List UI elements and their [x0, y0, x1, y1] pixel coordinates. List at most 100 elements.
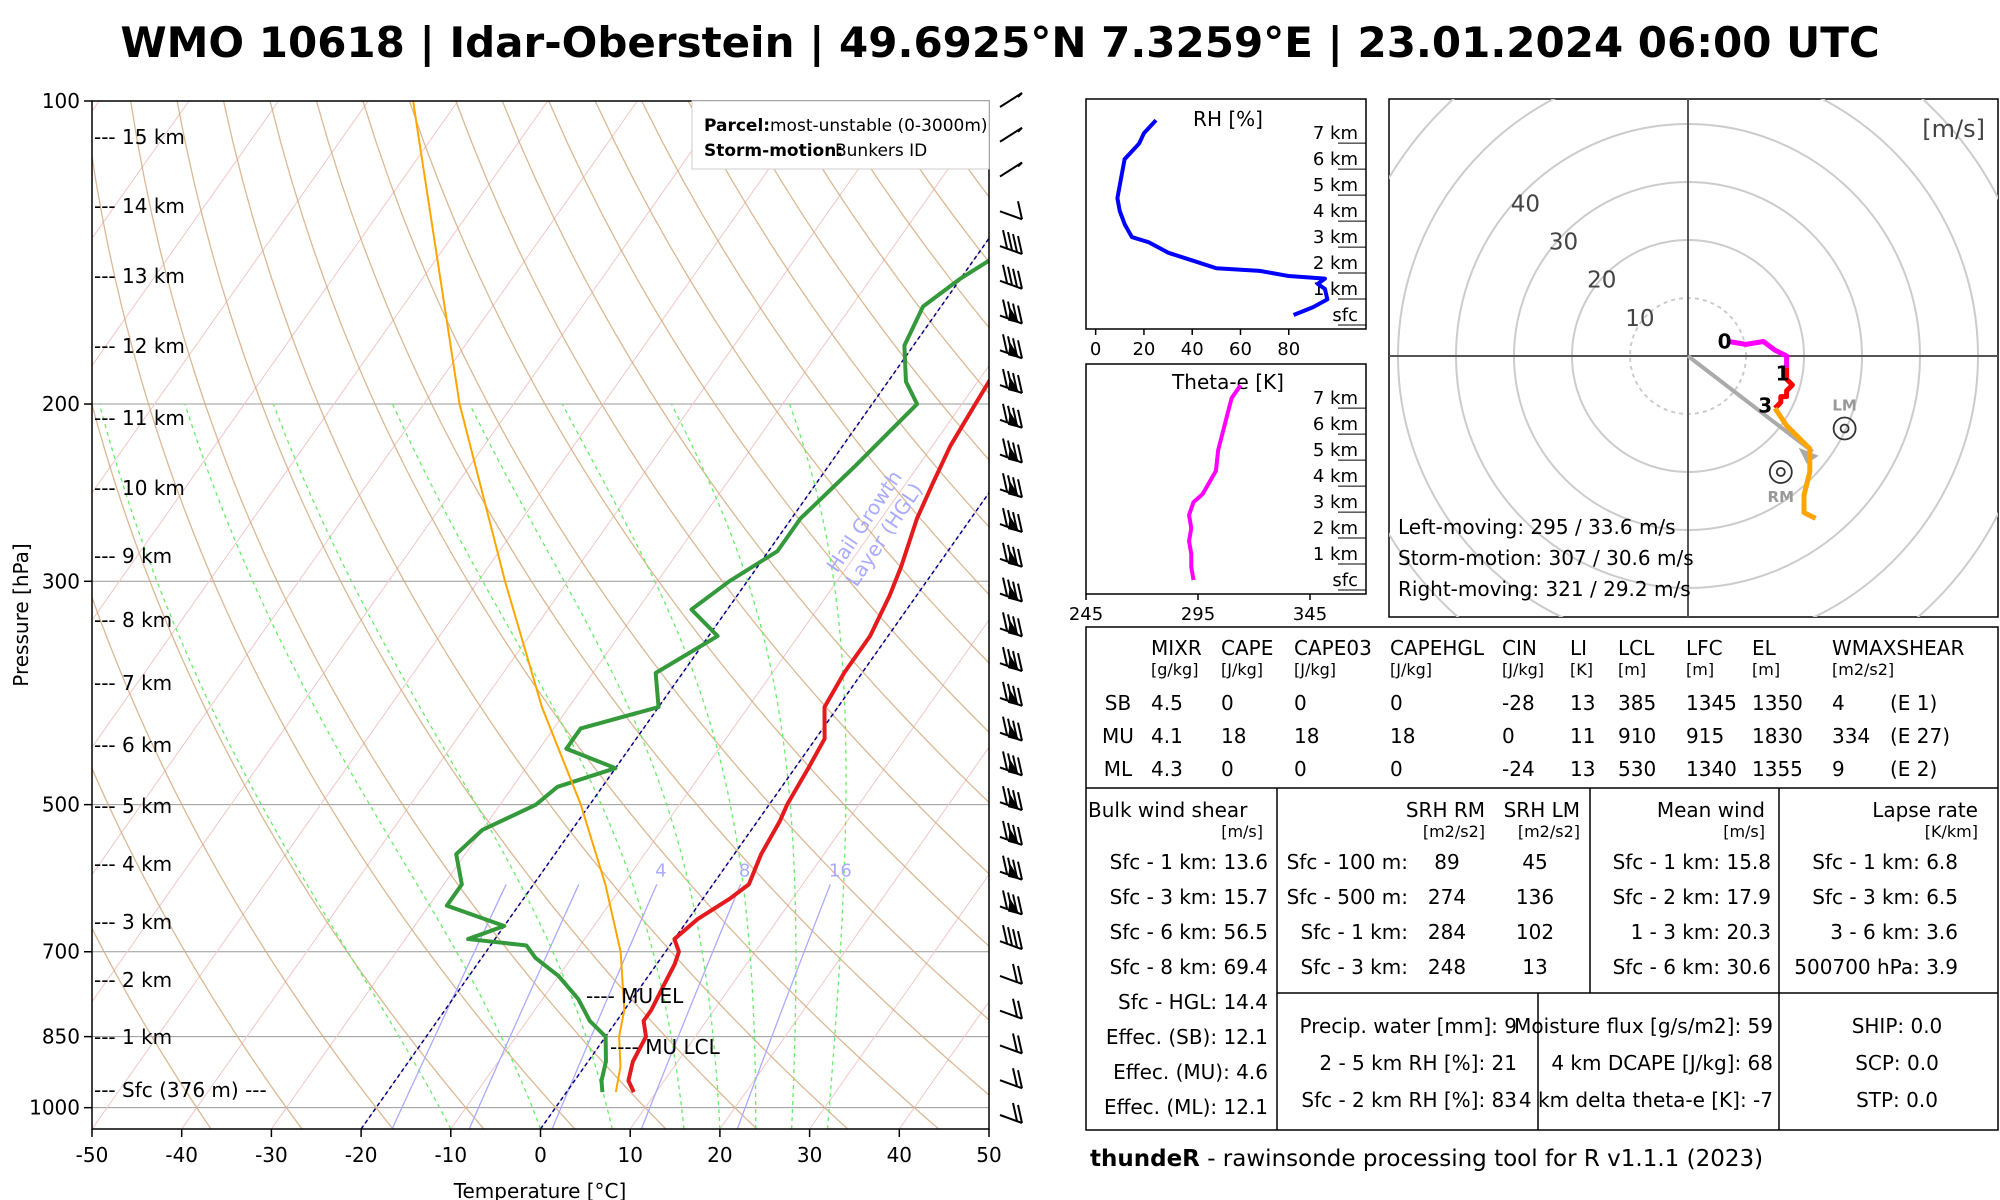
wind-barb [999, 438, 1023, 464]
wind-barb [999, 368, 1023, 395]
wind-barb [999, 577, 1023, 603]
srh-row-label: Sfc - 100 m: [1287, 850, 1408, 874]
param-value: 1355 [1752, 757, 1803, 781]
dry-adiabat [92, 595, 394, 1129]
hodo-note: Right-moving: 321 / 29.2 m/s [1398, 577, 1691, 601]
wind-barb [999, 229, 1023, 255]
hodo-ring-label: 20 [1587, 268, 1616, 294]
x-tick-label: 30 [797, 1143, 822, 1167]
srh-header-lm: SRH LM [1504, 798, 1580, 822]
x-tick-label: 50 [976, 1143, 1001, 1167]
param-value: 0 [1221, 757, 1234, 781]
param-value: 13 [1570, 691, 1595, 715]
thetae-panel: Theta-e [K] 245 295 345 7 km 6 km 5 km 4 km 3 … [1069, 363, 1367, 625]
index-row: STP: 0.0 [1856, 1088, 1938, 1112]
wind-barb [999, 403, 1023, 429]
param-value: 385 [1618, 691, 1656, 715]
hodograph-panel: 10 20 30 40 0 13 LM RM [m/s] Left-moving: 295 /… [1388, 98, 1999, 618]
rh-panel: RH [%] 0 20 40 60 80 7 km 6 km 5 km 4 km 3 km 2 k… [1085, 98, 1367, 360]
dry-adiabat [408, 101, 989, 948]
isotherm [898, 1000, 989, 1129]
wind-barb [999, 264, 1023, 290]
profile-theta-e [1187, 384, 1243, 581]
y-tick-label: 700 [42, 940, 80, 964]
flux-row: 4 km delta theta-e [K]: -7 [1519, 1088, 1773, 1112]
isotherm [629, 619, 989, 1129]
isotherm [270, 110, 989, 1129]
dry-adiabat [92, 927, 212, 1129]
mean-row: Sfc - 2 km: 17.9 [1613, 885, 1771, 909]
parameter-table: MIXR CAPE CAPE03 CAPEHGL CIN LI LCL LFC EL WMAXSH… [1085, 626, 1999, 1131]
height-label: --- Sfc (376 m) --- [94, 1078, 267, 1102]
param-header: MIXR [1151, 636, 1202, 660]
mean-row: Sfc - 1 km: 15.8 [1613, 850, 1771, 874]
wind-barb [999, 92, 1023, 108]
y-tick-label: 300 [42, 569, 80, 593]
moist-adiabat [788, 403, 847, 1129]
srh-lm-value: 102 [1516, 920, 1554, 944]
param-value: -24 [1502, 757, 1535, 781]
param-value: (E 1) [1890, 691, 1937, 715]
srh-rm-value: 89 [1434, 850, 1459, 874]
param-unit: [J/kg] [1390, 660, 1432, 679]
param-value: 18 [1294, 724, 1319, 748]
skewt-frame [91, 100, 990, 1130]
param-header: EL [1752, 636, 1777, 660]
height-label: 7 km [1313, 388, 1358, 409]
thetae-title: Theta-e [K] [1171, 370, 1284, 394]
srh-rm-value: 248 [1428, 955, 1466, 979]
moisture-row: Sfc - 2 km RH [%]: 83 [1301, 1088, 1517, 1112]
param-header: CAPE03 [1294, 636, 1372, 660]
x-tick-label: -30 [255, 1143, 288, 1167]
isotherm [181, 101, 907, 1129]
srh-rm-value: 274 [1428, 885, 1466, 909]
isotherm [92, 101, 638, 876]
param-value: 4.1 [1151, 724, 1183, 748]
height-label: --- 10 km [94, 476, 185, 500]
moist-adiabat [561, 403, 757, 1129]
storm-vector-lm [1832, 416, 1857, 441]
dry-adiabat [176, 101, 758, 1129]
mean-row: 1 - 3 km: 20.3 [1631, 920, 1771, 944]
param-value: (E 27) [1890, 724, 1950, 748]
page-title: WMO 10618 | Idar-Oberstein | 49.6925°N 7… [120, 18, 1880, 67]
height-label: --- 7 km [94, 671, 172, 695]
skewt-panel: 4 8 16 -50 -40 -30 -20 -10 0 10 20 30 40 50 100 200 300… [9, 89, 1023, 1200]
param-value: 4 [1832, 691, 1845, 715]
mixing-ratio-line [736, 884, 831, 1129]
height-label: 2 km [1313, 518, 1358, 539]
profile-rh [1115, 118, 1330, 317]
height-label: 7 km [1313, 123, 1358, 144]
x-tick-label: 40 [887, 1143, 912, 1167]
hodo-segment [1772, 406, 1817, 521]
wind-barb [999, 334, 1023, 360]
bulk-row: Effec. (SB): 12.1 [1106, 1025, 1268, 1049]
wind-barb [999, 646, 1023, 673]
param-unit: [g/kg] [1151, 660, 1198, 679]
wind-barb [999, 998, 1023, 1020]
hodo-height-marker: 0 [1718, 330, 1732, 354]
hgl-boundary [360, 237, 989, 1129]
wind-barb [999, 1102, 1023, 1124]
param-unit: [m] [1752, 660, 1780, 679]
parcel-value: most-unstable (0-3000m) [770, 116, 988, 136]
param-value: 0 [1294, 691, 1307, 715]
wind-barb [999, 963, 1023, 985]
srh-row-label: Sfc - 3 km: [1300, 955, 1408, 979]
param-value: 9 [1832, 757, 1845, 781]
height-label: --- 15 km [94, 125, 185, 149]
isotherm [92, 101, 459, 621]
height-label: 5 km [1313, 440, 1358, 461]
param-value: 18 [1221, 724, 1246, 748]
isotherm [92, 101, 549, 749]
param-value: 1830 [1752, 724, 1803, 748]
isotherm [92, 101, 369, 494]
param-unit: [K] [1570, 660, 1593, 679]
height-label: 2 km [1313, 253, 1358, 274]
param-value: 13 [1570, 757, 1595, 781]
height-label: --- 14 km [94, 194, 185, 218]
mixing-ratio-line [468, 884, 580, 1129]
dry-adiabat [222, 101, 849, 1129]
mean-row: Sfc - 6 km: 30.6 [1613, 955, 1771, 979]
